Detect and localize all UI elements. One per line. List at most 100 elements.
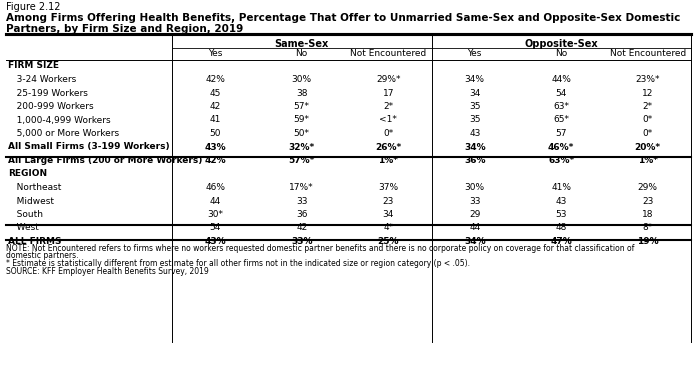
Text: 30%: 30% — [291, 75, 312, 84]
Text: 42: 42 — [296, 224, 307, 232]
Text: 44: 44 — [210, 196, 221, 206]
Text: Same-Sex: Same-Sex — [275, 39, 329, 49]
Text: 46%*: 46%* — [548, 142, 574, 152]
Text: 26%*: 26%* — [375, 142, 401, 152]
Text: 18: 18 — [642, 210, 654, 219]
Text: 44: 44 — [469, 224, 480, 232]
Text: 30*: 30* — [207, 210, 223, 219]
Text: 43%: 43% — [204, 142, 226, 152]
Text: Not Encountered: Not Encountered — [350, 49, 427, 58]
Text: 20%*: 20%* — [635, 142, 661, 152]
Text: 36: 36 — [296, 210, 307, 219]
Text: 34: 34 — [469, 88, 480, 98]
Text: 33: 33 — [296, 196, 307, 206]
Text: 17%*: 17%* — [289, 183, 314, 192]
Text: 42%: 42% — [204, 156, 226, 165]
Text: domestic partners.: domestic partners. — [6, 252, 79, 260]
Text: 37%: 37% — [378, 183, 398, 192]
Text: 17: 17 — [383, 88, 394, 98]
Text: Figure 2.12: Figure 2.12 — [6, 2, 61, 12]
Text: Among Firms Offering Health Benefits, Percentage That Offer to Unmarried Same-Se: Among Firms Offering Health Benefits, Pe… — [6, 13, 680, 23]
Text: 33%: 33% — [291, 237, 312, 246]
Text: 47%: 47% — [551, 237, 572, 246]
Text: 0*: 0* — [643, 129, 653, 138]
Text: 57%*: 57%* — [289, 156, 315, 165]
Text: 41: 41 — [210, 116, 221, 124]
Text: 19%: 19% — [637, 237, 659, 246]
Text: REGION: REGION — [8, 170, 47, 178]
Text: 34%: 34% — [464, 237, 486, 246]
Text: 65*: 65* — [553, 116, 569, 124]
Text: 0*: 0* — [383, 129, 393, 138]
Text: 1%*: 1%* — [638, 156, 658, 165]
Text: 48: 48 — [556, 224, 567, 232]
Text: 4*: 4* — [383, 224, 393, 232]
Text: 59*: 59* — [293, 116, 309, 124]
Text: * Estimate is statistically different from estimate for all other firms not in t: * Estimate is statistically different fr… — [6, 259, 470, 268]
Text: 3-24 Workers: 3-24 Workers — [8, 75, 76, 84]
Text: No: No — [555, 49, 567, 58]
Text: Yes: Yes — [468, 49, 482, 58]
Text: South: South — [8, 210, 43, 219]
Text: 29: 29 — [469, 210, 480, 219]
Text: West: West — [8, 224, 39, 232]
Text: 23: 23 — [642, 196, 654, 206]
Text: FIRM SIZE: FIRM SIZE — [8, 62, 59, 70]
Text: 2*: 2* — [643, 102, 653, 111]
Text: 1,000-4,999 Workers: 1,000-4,999 Workers — [8, 116, 111, 124]
Text: 63*: 63* — [553, 102, 569, 111]
Text: 46%: 46% — [205, 183, 225, 192]
Text: Yes: Yes — [208, 49, 222, 58]
Text: 50*: 50* — [293, 129, 309, 138]
Text: 57: 57 — [556, 129, 567, 138]
Text: 35: 35 — [469, 116, 480, 124]
Text: 54: 54 — [210, 224, 221, 232]
Text: 29%*: 29%* — [376, 75, 401, 84]
Text: 200-999 Workers: 200-999 Workers — [8, 102, 93, 111]
Text: 63%*: 63%* — [548, 156, 574, 165]
Text: 36%: 36% — [464, 156, 486, 165]
Text: 25-199 Workers: 25-199 Workers — [8, 88, 88, 98]
Text: 38: 38 — [296, 88, 307, 98]
Text: No: No — [296, 49, 308, 58]
Text: 53: 53 — [556, 210, 567, 219]
Text: 44%: 44% — [551, 75, 571, 84]
Text: 34: 34 — [383, 210, 394, 219]
Text: 23: 23 — [383, 196, 394, 206]
Text: Northeast: Northeast — [8, 183, 61, 192]
Text: Opposite-Sex: Opposite-Sex — [524, 39, 598, 49]
Text: <1*: <1* — [379, 116, 397, 124]
Text: 12: 12 — [642, 88, 654, 98]
Text: 45: 45 — [210, 88, 221, 98]
Text: 42: 42 — [210, 102, 221, 111]
Text: 35: 35 — [469, 102, 480, 111]
Text: 23%*: 23%* — [636, 75, 660, 84]
Text: 33: 33 — [469, 196, 480, 206]
Text: Midwest: Midwest — [8, 196, 54, 206]
Text: 8*: 8* — [643, 224, 653, 232]
Text: 34%: 34% — [464, 142, 486, 152]
Text: 25%: 25% — [378, 237, 399, 246]
Text: 2*: 2* — [383, 102, 393, 111]
Text: All Small Firms (3-199 Workers): All Small Firms (3-199 Workers) — [8, 142, 169, 152]
Text: Partners, by Firm Size and Region, 2019: Partners, by Firm Size and Region, 2019 — [6, 24, 243, 34]
Text: 5,000 or More Workers: 5,000 or More Workers — [8, 129, 119, 138]
Text: ALL FIRMS: ALL FIRMS — [8, 237, 61, 246]
Text: 32%*: 32%* — [289, 142, 315, 152]
Text: 43: 43 — [556, 196, 567, 206]
Text: All Large Firms (200 or More Workers): All Large Firms (200 or More Workers) — [8, 156, 202, 165]
Text: 1%*: 1%* — [378, 156, 398, 165]
Text: 43%: 43% — [204, 237, 226, 246]
Text: 54: 54 — [556, 88, 567, 98]
Text: 42%: 42% — [206, 75, 225, 84]
Text: Not Encountered: Not Encountered — [610, 49, 686, 58]
Text: 0*: 0* — [643, 116, 653, 124]
Text: NOTE: Not Encountered refers to firms where no workers requested domestic partne: NOTE: Not Encountered refers to firms wh… — [6, 244, 634, 253]
Text: 41%: 41% — [551, 183, 572, 192]
Text: SOURCE: KFF Employer Health Benefits Survey, 2019: SOURCE: KFF Employer Health Benefits Sur… — [6, 267, 208, 275]
Text: 34%: 34% — [465, 75, 484, 84]
Text: 30%: 30% — [465, 183, 485, 192]
Text: 29%: 29% — [638, 183, 658, 192]
Text: 57*: 57* — [293, 102, 309, 111]
Text: 50: 50 — [210, 129, 221, 138]
